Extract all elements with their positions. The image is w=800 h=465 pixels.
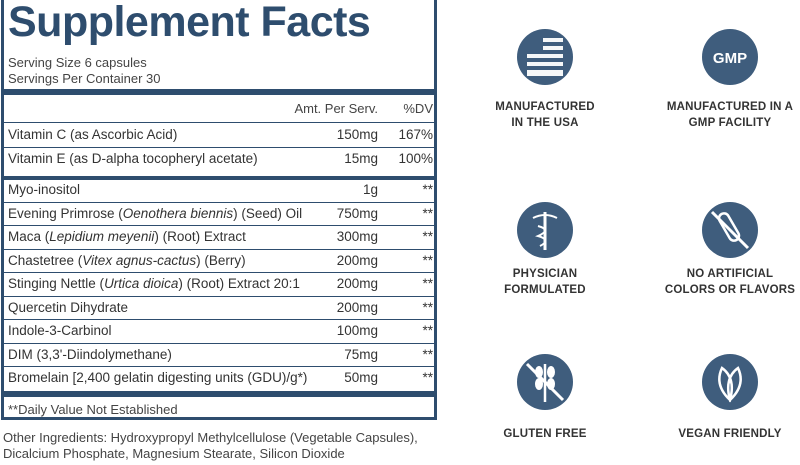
ingredient-name: Evening Primrose (Oenothera biennis) (Se… bbox=[8, 206, 302, 221]
name-part: Indole-3-Carbinol bbox=[8, 323, 112, 338]
badge-label: PHYSICIAN FORMULATED bbox=[455, 266, 635, 298]
badge-label-line: GLUTEN FREE bbox=[503, 428, 587, 440]
other-ingredients: Dicalcium Phosphate, Magnesium Stearate,… bbox=[3, 446, 345, 461]
dv-header: %DV bbox=[403, 101, 433, 116]
gmp-text: GMP bbox=[713, 50, 747, 67]
daily-value: ** bbox=[422, 252, 433, 268]
panel-title: Supplement Facts bbox=[8, 0, 371, 46]
name-part: Vitex agnus-cactus bbox=[82, 252, 197, 268]
name-part: Chastetree ( bbox=[8, 252, 83, 268]
badge-label-line: VEGAN FRIENDLY bbox=[678, 428, 782, 440]
amount: 300mg bbox=[336, 229, 378, 244]
badge-label-line: FORMULATED bbox=[504, 284, 586, 296]
servings-per-container: Servings Per Container 30 bbox=[8, 71, 161, 86]
name-part: Vitamin E (as D-alpha tocopheryl acetate… bbox=[8, 150, 258, 166]
serving-size: Serving Size 6 capsules bbox=[8, 55, 147, 70]
rule bbox=[4, 342, 434, 344]
ingredient-name: Myo-inositol bbox=[8, 182, 80, 197]
badge-label: MANUFACTURED IN A GMP FACILITY bbox=[640, 99, 800, 131]
amount: 1g bbox=[362, 182, 378, 197]
badge-label-line: MANUFACTURED bbox=[495, 101, 595, 113]
amount: 100mg bbox=[336, 323, 378, 338]
amount: 200mg bbox=[336, 299, 378, 315]
daily-value: ** bbox=[422, 276, 433, 291]
amount: 150mg bbox=[336, 127, 378, 142]
badge-label-line: IN THE USA bbox=[511, 117, 579, 129]
name-part: Stinging Nettle ( bbox=[8, 276, 105, 291]
ingredient-name: Quercetin Dihydrate bbox=[8, 300, 128, 315]
other-ingredients: Other Ingredients: Hydroxypropyl Methylc… bbox=[3, 430, 418, 445]
amount: 750mg bbox=[336, 205, 378, 221]
name-part: ) (Root) Extract 20:1 bbox=[178, 276, 300, 291]
amount: 15mg bbox=[344, 150, 378, 166]
name-part: Urtica dioica bbox=[104, 276, 179, 291]
ingredient-name: DIM (3,3'-Diindolymethane) bbox=[8, 347, 172, 362]
daily-value: ** bbox=[422, 182, 433, 197]
rule bbox=[4, 146, 434, 148]
vegan-icon bbox=[702, 354, 758, 410]
name-part: Quercetin Dihydrate bbox=[8, 299, 129, 315]
badge-label-line: NO ARTIFICIAL bbox=[686, 268, 774, 280]
name-part: ) (Root) Extract bbox=[154, 229, 246, 244]
ingredient-name: Stinging Nettle (Urtica dioica) (Root) E… bbox=[8, 276, 300, 291]
thick-rule bbox=[4, 89, 434, 95]
name-part: Vitamin C (as Ascorbic Acid) bbox=[8, 127, 178, 142]
daily-value: 167% bbox=[398, 127, 433, 142]
thick-rule bbox=[4, 390, 434, 397]
name-part: Myo-inositol bbox=[8, 182, 81, 197]
daily-value: ** bbox=[422, 299, 433, 315]
rule bbox=[4, 272, 434, 273]
amount-header: Amt. Per Serv. bbox=[294, 101, 378, 116]
ingredient-name: Vitamin E (as D-alpha tocopheryl acetate… bbox=[8, 151, 258, 166]
rule bbox=[4, 122, 434, 123]
footnote: **Daily Value Not Established bbox=[8, 402, 178, 417]
daily-value: ** bbox=[422, 323, 433, 338]
facts-panel bbox=[1, 0, 437, 420]
rule bbox=[4, 248, 434, 250]
gmp-icon: GMP bbox=[702, 29, 758, 85]
no-artificial-icon bbox=[702, 202, 758, 258]
badge-label: NO ARTIFICIAL COLORS OR FLAVORS bbox=[640, 266, 800, 298]
ingredient-name: Indole-3-Carbinol bbox=[8, 323, 112, 338]
daily-value: ** bbox=[422, 229, 433, 244]
ingredient-name: Maca (Lepidium meyenii) (Root) Extract bbox=[8, 229, 246, 244]
amount: 200mg bbox=[336, 252, 378, 268]
name-part: Evening Primrose ( bbox=[8, 205, 123, 221]
badge-label: MANUFACTURED IN THE USA bbox=[455, 99, 635, 131]
ingredient-name: Bromelain [2,400 gelatin digesting units… bbox=[8, 370, 307, 385]
name-part: Bromelain [2,400 gelatin digesting units… bbox=[8, 370, 308, 385]
amount: 50mg bbox=[344, 370, 378, 385]
badge-label-line: COLORS OR FLAVORS bbox=[664, 284, 796, 296]
usa-icon bbox=[517, 29, 573, 85]
rule bbox=[4, 319, 434, 320]
name-part: Maca ( bbox=[8, 229, 50, 244]
badge-label-line: PHYSICIAN bbox=[512, 268, 578, 280]
name-part: ) (Berry) bbox=[196, 252, 246, 268]
ingredient-name: Chastetree (Vitex agnus-cactus) (Berry) bbox=[8, 253, 246, 268]
physician-icon bbox=[517, 202, 573, 258]
amount: 75mg bbox=[344, 346, 378, 362]
name-part: Lepidium meyenii bbox=[49, 229, 155, 244]
daily-value: 100% bbox=[398, 150, 433, 166]
daily-value: ** bbox=[422, 205, 433, 221]
thick-rule bbox=[4, 176, 434, 180]
amount: 200mg bbox=[336, 276, 378, 291]
gluten-free-icon bbox=[517, 354, 573, 410]
badge-label: VEGAN FRIENDLY bbox=[640, 426, 800, 442]
daily-value: ** bbox=[422, 370, 433, 385]
badge-label: GLUTEN FREE bbox=[455, 426, 635, 442]
name-part: Oenothera biennis bbox=[122, 205, 234, 221]
rule bbox=[4, 366, 434, 367]
ingredient-name: Vitamin C (as Ascorbic Acid) bbox=[8, 127, 177, 142]
name-part: DIM (3,3'-Diindolymethane) bbox=[8, 346, 172, 362]
rule bbox=[4, 225, 434, 226]
badge-label-line: GMP FACILITY bbox=[688, 117, 772, 129]
badge-label-line: MANUFACTURED IN A bbox=[666, 101, 794, 113]
rule bbox=[4, 295, 434, 297]
name-part: ) (Seed) Oil bbox=[233, 205, 303, 221]
daily-value: ** bbox=[422, 346, 433, 362]
rule bbox=[4, 201, 434, 203]
